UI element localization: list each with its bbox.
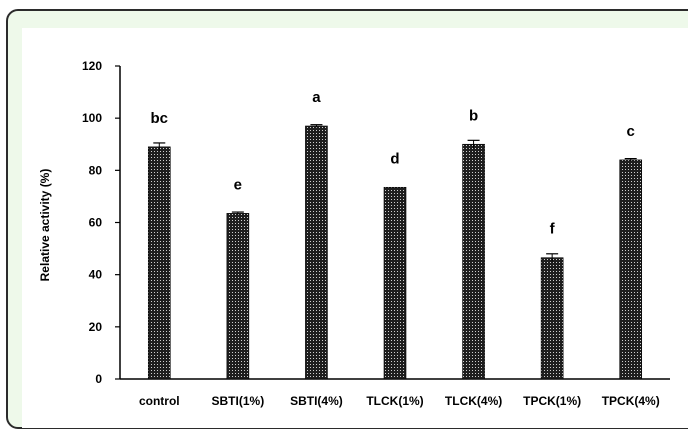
significance-letter: e [234,176,242,193]
bar [462,143,485,380]
y-axis-title: Relative activity (%) [38,169,52,282]
y-tick-label: 120 [82,59,102,73]
y-tick-label: 100 [82,111,102,125]
bar [619,159,643,380]
category-label: TLCK(1%) [366,394,423,408]
bar [540,257,564,380]
bar [383,186,407,380]
significance-letter: a [312,89,321,106]
y-tick-label: 0 [95,372,102,386]
chart-background [22,28,688,428]
category-label: TLCK(4%) [445,394,502,408]
significance-letter: f [550,221,556,238]
significance-letter: bc [151,110,169,127]
category-label: SBTI(1%) [212,394,265,408]
significance-letter: d [390,150,399,167]
category-label: TPCK(4%) [602,394,660,408]
significance-letter: b [469,107,478,124]
significance-letter: c [627,123,635,140]
bar [305,125,328,380]
category-label: SBTI(4%) [290,394,343,408]
y-ticks: 0 20 40 60 80 100 120 [82,59,120,386]
significance-letters: bc e a d b f c [151,89,635,238]
category-label: TPCK(1%) [523,394,581,408]
category-labels: control SBTI(1%) SBTI(4%) TLCK(1%) TLCK(4%) T… [139,394,660,408]
y-tick-label: 60 [89,216,103,230]
y-tick-label: 20 [89,320,103,334]
bar [147,146,171,380]
y-tick-label: 40 [89,268,103,282]
error-bars [153,124,637,262]
y-tick-label: 80 [89,163,103,177]
bars [147,125,643,380]
category-label: control [139,394,180,408]
bar [226,213,250,380]
